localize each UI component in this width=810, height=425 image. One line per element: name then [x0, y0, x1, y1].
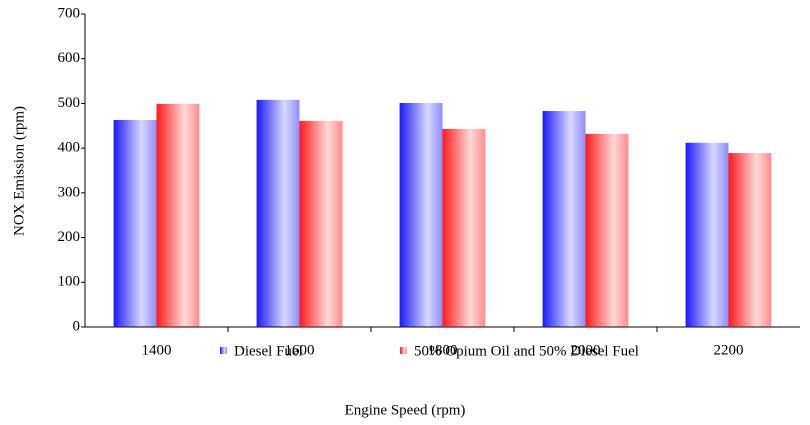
legend-swatch — [400, 347, 407, 354]
x-tick-label: 1800 — [428, 342, 458, 358]
bar — [113, 119, 157, 327]
bar — [728, 153, 772, 327]
legend-swatch — [220, 347, 227, 354]
x-tick-label: 2200 — [714, 342, 744, 358]
x-tick-label: 2000 — [571, 342, 601, 358]
y-tick-label: 700 — [58, 5, 81, 21]
bar — [585, 133, 629, 327]
y-tick-label: 300 — [58, 184, 81, 200]
y-tick-label: 100 — [58, 274, 81, 290]
y-axis-label: NOX Emission (rpm) — [11, 106, 27, 236]
x-tick-label: 1400 — [142, 342, 172, 358]
bar — [399, 102, 443, 327]
legend-label: Diesel Fuel — [234, 343, 303, 359]
bar — [156, 103, 200, 327]
x-tick-label: 1600 — [285, 342, 315, 358]
bar — [685, 142, 729, 327]
legend-label: 50% Opium Oil and 50% Diesel Fuel — [414, 343, 639, 359]
x-axis-label: Engine Speed (rpm) — [345, 402, 466, 418]
y-tick-label: 200 — [58, 229, 81, 245]
bar — [299, 120, 343, 327]
bar — [442, 128, 486, 327]
y-tick-label: 500 — [58, 95, 81, 111]
y-tick-label: 600 — [58, 50, 81, 66]
bar — [542, 111, 586, 327]
y-tick-label: 400 — [58, 140, 81, 156]
bar — [256, 99, 300, 327]
y-tick-label: 0 — [73, 318, 81, 334]
